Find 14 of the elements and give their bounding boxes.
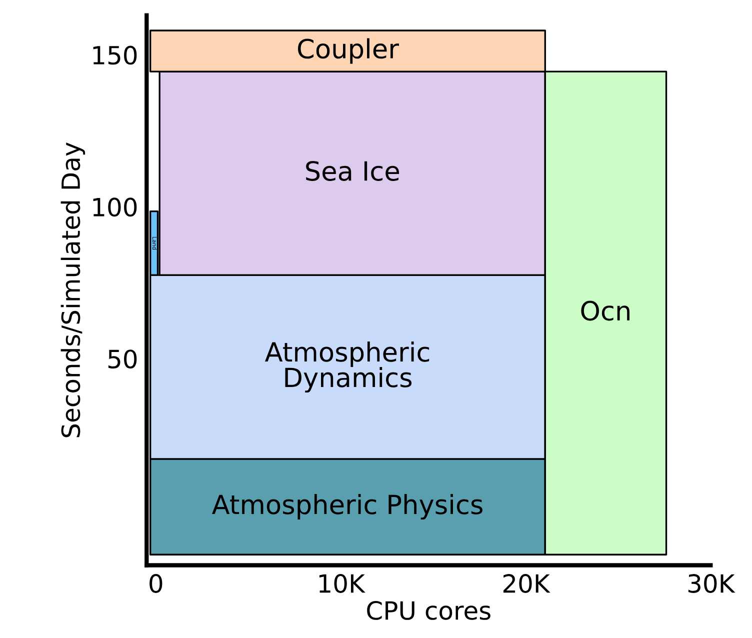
x-axis-title: CPU cores (367, 601, 490, 620)
series-label: Atmospheric Dynamics (264, 341, 430, 393)
x-tick-label: 20K (503, 574, 550, 593)
x-tick-label: 10K (319, 574, 366, 593)
series-label: Atmospheric Physics (212, 494, 482, 520)
series-label: Coupler (298, 38, 399, 64)
y-tick-label: 50 (108, 350, 137, 369)
y-tick-label: 150 (93, 46, 137, 65)
x-tick-label: 30K (688, 574, 736, 593)
x-tick-label: 0 (150, 574, 162, 593)
y-axis-title: Seconds/Simulated Day (60, 142, 86, 438)
y-tick-label: 100 (93, 198, 137, 217)
series-label: Sea Ice (306, 161, 399, 181)
series-label: Ocn (581, 300, 630, 321)
